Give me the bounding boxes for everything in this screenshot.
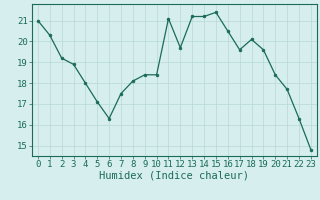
X-axis label: Humidex (Indice chaleur): Humidex (Indice chaleur) (100, 171, 249, 181)
